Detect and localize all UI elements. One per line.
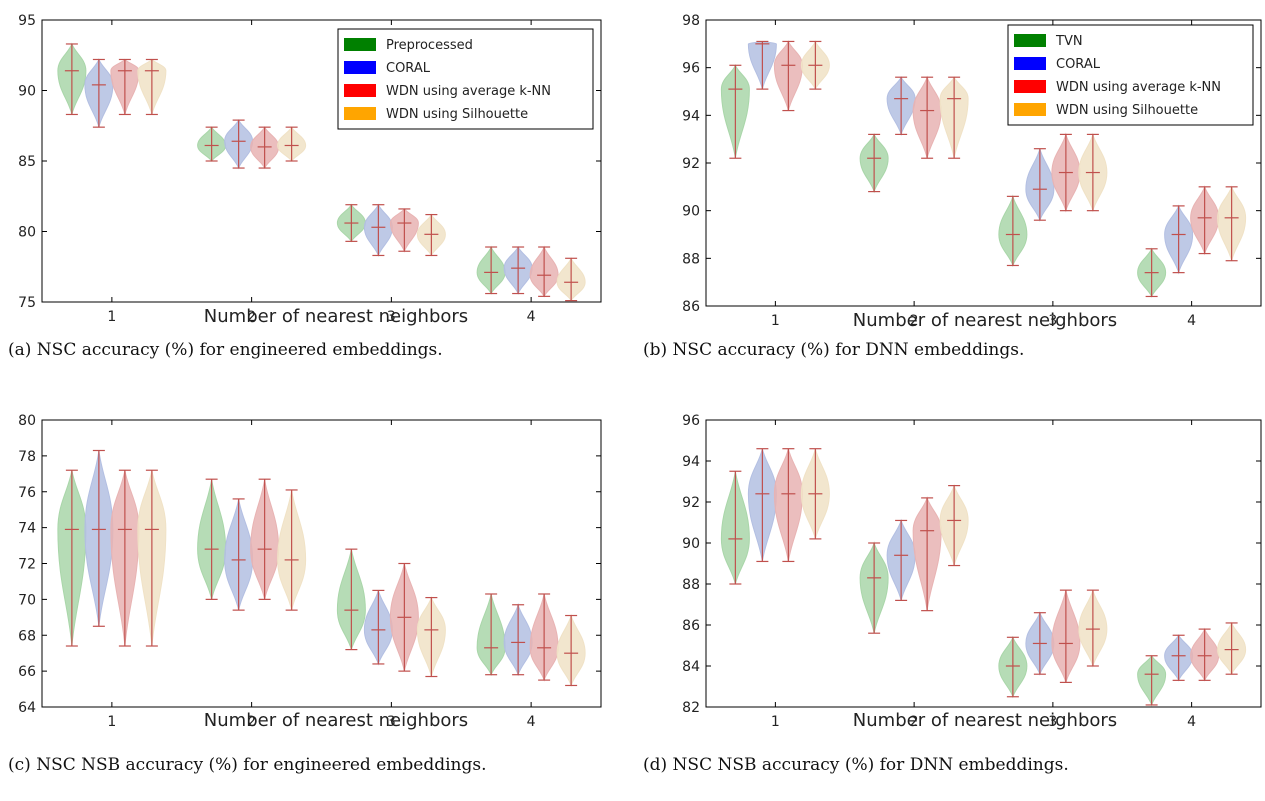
x-axis-label: Number of nearest neighbors: [204, 306, 468, 327]
y-tick-label: 90: [18, 84, 36, 100]
x-tick-label: 4: [527, 309, 536, 325]
y-tick-label: 80: [18, 413, 36, 429]
y-tick-label: 72: [18, 557, 36, 573]
y-tick-label: 88: [682, 251, 700, 267]
legend-swatch: [1014, 103, 1046, 116]
x-axis-label: Number of nearest neighbors: [853, 710, 1117, 731]
y-tick-label: 78: [18, 449, 36, 465]
y-tick-label: 85: [18, 154, 36, 170]
y-tick-label: 88: [682, 577, 700, 593]
panel-caption: (c) NSC NSB accuracy (%) for engineered …: [8, 755, 487, 775]
y-tick-label: 76: [18, 485, 36, 501]
y-tick-label: 92: [682, 495, 700, 511]
x-tick-label: 4: [527, 714, 536, 730]
x-axis-label: Number of nearest neighbors: [853, 310, 1117, 331]
y-tick-label: 84: [682, 659, 700, 675]
y-tick-label: 94: [682, 108, 700, 124]
y-tick-label: 82: [682, 700, 700, 716]
x-tick-label: 4: [1187, 714, 1196, 730]
legend-swatch: [1014, 57, 1046, 70]
legend-label: CORAL: [1056, 57, 1101, 72]
y-tick-label: 92: [682, 156, 700, 172]
panel-caption: (b) NSC accuracy (%) for DNN embeddings.: [643, 340, 1024, 360]
legend-swatch: [344, 61, 376, 74]
y-tick-label: 94: [682, 454, 700, 470]
y-tick-label: 70: [18, 592, 36, 608]
x-tick-label: 1: [771, 313, 780, 329]
y-tick-label: 95: [18, 13, 36, 29]
y-tick-label: 66: [18, 664, 36, 680]
panel-caption: (d) NSC NSB accuracy (%) for DNN embeddi…: [643, 755, 1069, 775]
y-tick-label: 96: [682, 413, 700, 429]
x-tick-label: 1: [107, 309, 116, 325]
x-tick-label: 1: [107, 714, 116, 730]
y-tick-label: 74: [18, 521, 36, 537]
legend-label: TVN: [1055, 34, 1083, 49]
y-tick-label: 80: [18, 225, 36, 241]
x-axis-label: Number of nearest neighbors: [204, 710, 468, 731]
y-tick-label: 90: [682, 536, 700, 552]
legend-swatch: [344, 38, 376, 51]
legend-label: WDN using Silhouette: [1056, 103, 1198, 118]
x-tick-label: 1: [771, 714, 780, 730]
legend-label: WDN using average k-NN: [1056, 80, 1221, 95]
legend-label: WDN using Silhouette: [386, 107, 528, 122]
panel-caption: (a) NSC accuracy (%) for engineered embe…: [8, 340, 443, 360]
legend-swatch: [1014, 80, 1046, 93]
legend-swatch: [344, 107, 376, 120]
y-tick-label: 90: [682, 204, 700, 220]
legend-label: CORAL: [386, 61, 431, 76]
y-tick-label: 96: [682, 61, 700, 77]
legend-swatch: [1014, 34, 1046, 47]
y-tick-label: 98: [682, 13, 700, 29]
y-tick-label: 64: [18, 700, 36, 716]
legend-swatch: [344, 84, 376, 97]
y-tick-label: 75: [18, 295, 36, 311]
y-tick-label: 86: [682, 618, 700, 634]
y-tick-label: 68: [18, 628, 36, 644]
y-tick-label: 86: [682, 299, 700, 315]
legend-label: Preprocessed: [386, 38, 473, 53]
legend-label: WDN using average k-NN: [386, 84, 551, 99]
x-tick-label: 4: [1187, 313, 1196, 329]
